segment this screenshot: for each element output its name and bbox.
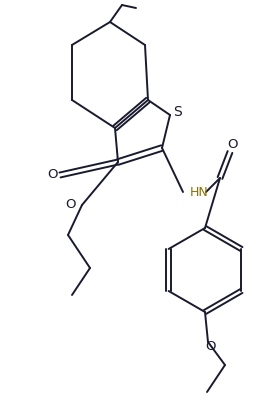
Text: O: O bbox=[227, 138, 237, 151]
Text: O: O bbox=[47, 168, 57, 180]
Text: O: O bbox=[65, 199, 75, 212]
Text: O: O bbox=[206, 341, 216, 354]
Text: HN: HN bbox=[190, 186, 209, 199]
Text: S: S bbox=[174, 105, 182, 119]
